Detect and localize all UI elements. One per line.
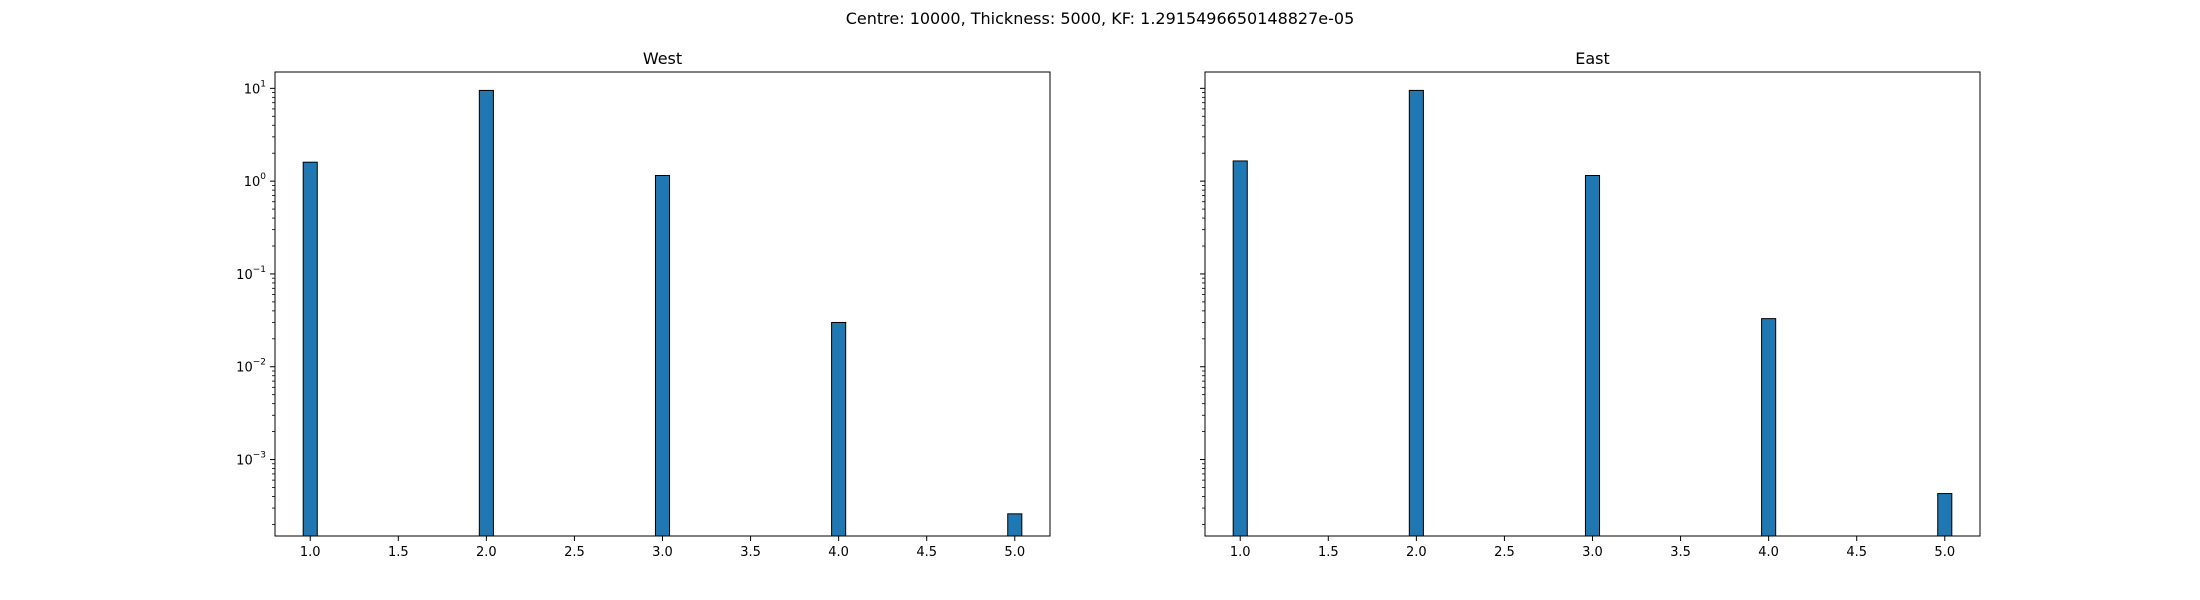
west-x-tick-label: 3.5 <box>740 545 761 560</box>
west-y-tick-label: 10−3 <box>236 451 266 469</box>
west-x-tick-label: 3.0 <box>652 545 673 560</box>
west-bar-3 <box>654 175 671 537</box>
west-x-tick-label: 4.0 <box>828 545 849 560</box>
east-x-tick-label: 3.5 <box>1670 545 1691 560</box>
west-bar-4 <box>831 321 847 537</box>
east-x-tick-label: 2.5 <box>1494 545 1515 560</box>
east-bar-3 <box>1584 175 1601 537</box>
west-x-tick-label: 1.5 <box>388 545 409 560</box>
figure-suptitle: Centre: 10000, Thickness: 5000, KF: 1.29… <box>846 9 1355 28</box>
west-title: West <box>643 49 682 68</box>
east-bar-1 <box>1232 160 1248 537</box>
east-bar-2 <box>1408 89 1424 537</box>
west-x-tick-label: 4.5 <box>916 545 937 560</box>
east-x-tick-label: 4.0 <box>1758 545 1779 560</box>
east-x-tick-label: 3.0 <box>1582 545 1603 560</box>
west-x-tick-label: 5.0 <box>1004 545 1025 560</box>
west-axes-frame <box>274 71 1051 537</box>
east-x-tick-label: 2.0 <box>1406 545 1427 560</box>
east-x-tick-label: 5.0 <box>1934 545 1955 560</box>
east-bar-5 <box>1937 493 1953 537</box>
east-panel: East 1.0 1.5 2.0 2.5 3.0 3.5 4.0 4.5 5.0 <box>1200 49 1981 560</box>
west-y-tick-label: 100 <box>244 172 267 190</box>
west-y-tick-label: 101 <box>244 79 266 97</box>
east-x-tick-label: 4.5 <box>1846 545 1867 560</box>
west-bar-2 <box>478 89 494 537</box>
west-x-tick-label: 1.0 <box>300 545 321 560</box>
east-bar-4 <box>1761 318 1777 537</box>
east-title: East <box>1575 49 1610 68</box>
west-bar-1 <box>302 161 318 537</box>
west-y-tick-label: 10−2 <box>236 358 266 376</box>
west-x-tick-label: 2.5 <box>564 545 585 560</box>
west-y-tick-label: 10−1 <box>236 265 266 283</box>
west-panel: West 1.0 1.5 2.0 2.5 3.0 3.5 4.0 4.5 5.0 10−3 10−2 1… <box>236 49 1051 560</box>
east-x-tick-label: 1.0 <box>1230 545 1251 560</box>
east-axes-frame <box>1204 71 1981 537</box>
west-bar-5 <box>1007 513 1023 537</box>
east-x-tick-label: 1.5 <box>1318 545 1339 560</box>
west-x-tick-label: 2.0 <box>476 545 497 560</box>
